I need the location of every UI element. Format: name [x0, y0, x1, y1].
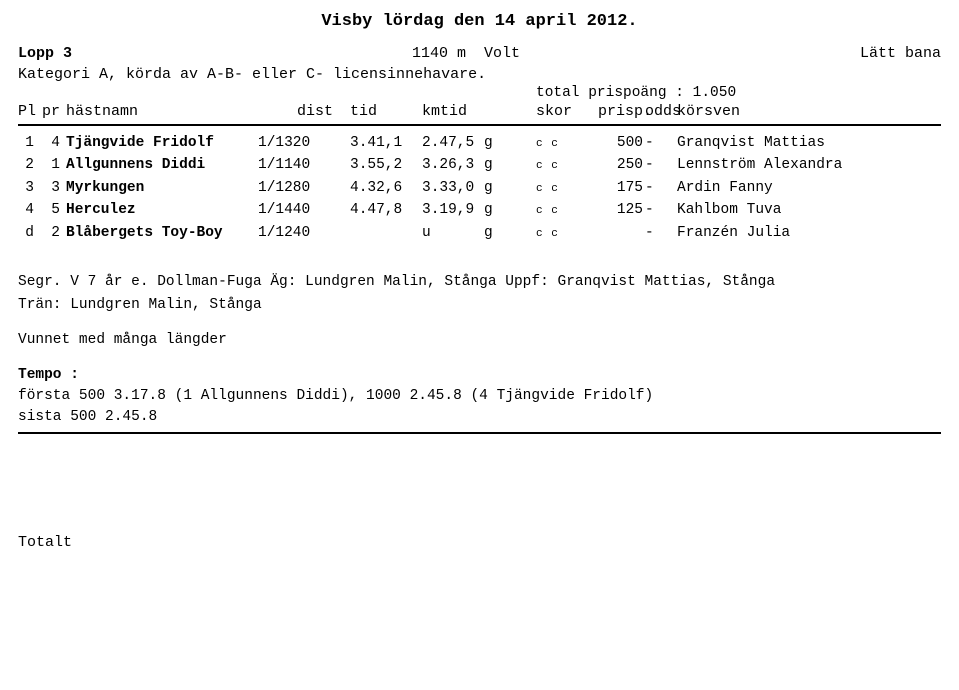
col-pl: Pl — [18, 103, 40, 120]
divider-bottom — [18, 432, 941, 434]
race-header: Lopp 3 1140 m Volt Lätt bana — [18, 45, 941, 62]
result-row: 14Tjängvide Fridolf1/13203.41,12.47,5gc … — [18, 132, 941, 154]
footer-block: Segr. V 7 år e. Dollman-Fuga Äg: Lundgre… — [18, 272, 941, 428]
horse-name: Myrkungen — [66, 177, 256, 199]
odds: - — [645, 154, 675, 176]
dist: 1/1280 — [258, 177, 348, 199]
col-skor: skor — [536, 103, 596, 120]
totalt-label: Totalt — [18, 534, 941, 551]
skor: c c — [536, 203, 596, 220]
result-row: 21Allgunnens Diddi1/11403.55,23.26,3gc c… — [18, 154, 941, 176]
track-condition: Lätt bana — [860, 45, 941, 62]
col-tid: tid — [350, 103, 420, 120]
total-prize-value: 1.050 — [693, 85, 737, 101]
col-hastnamn: hästnamn — [66, 103, 256, 120]
g-flag: g — [484, 199, 534, 221]
prisp: 175 — [598, 177, 643, 199]
odds: - — [645, 177, 675, 199]
pl: 4 — [18, 199, 40, 221]
result-row: 33Myrkungen1/12804.32,63.33,0gc c175-Ard… — [18, 177, 941, 199]
pr: 1 — [42, 154, 64, 176]
odds: - — [645, 132, 675, 154]
tid: 3.41,1 — [350, 132, 420, 154]
g-flag: g — [484, 132, 534, 154]
col-prisp: prisp. — [598, 103, 643, 120]
driver: Kahlbom Tuva — [677, 199, 941, 221]
page-title: Visby lördag den 14 april 2012. — [18, 12, 941, 31]
pr: 2 — [42, 222, 64, 244]
vunnet-line: Vunnet med många längder — [18, 330, 941, 351]
g-flag: g — [484, 177, 534, 199]
odds: - — [645, 222, 675, 244]
pl: 2 — [18, 154, 40, 176]
prisp: 500 — [598, 132, 643, 154]
tid: 4.47,8 — [350, 199, 420, 221]
result-row: d2Blåbergets Toy-Boy1/1240 ugc c -Franzén … — [18, 222, 941, 244]
distance-value: 1140 m — [412, 45, 466, 62]
lopp-label: Lopp 3 — [18, 45, 72, 62]
dist: 1/1240 — [258, 222, 348, 244]
dist: 1/1320 — [258, 132, 348, 154]
segr-line1: Segr. V 7 år e. Dollman-Fuga Äg: Lundgre… — [18, 272, 941, 293]
pr: 4 — [42, 132, 64, 154]
column-headers: Pl pr hästnamn dist tid kmtid skor prisp… — [18, 103, 941, 120]
driver: Granqvist Mattias — [677, 132, 941, 154]
start-type: Volt — [484, 45, 520, 62]
skor: c c — [536, 158, 596, 175]
dist: 1/1140 — [258, 154, 348, 176]
kmtid: 3.26,3 — [422, 154, 482, 176]
tempo-block: Tempo : — [18, 365, 941, 386]
skor: c c — [536, 136, 596, 153]
prisp: 250 — [598, 154, 643, 176]
total-prize-row: total prispoäng : 1.050 — [18, 85, 941, 101]
kmtid: 3.19,9 — [422, 199, 482, 221]
horse-name: Tjängvide Fridolf — [66, 132, 256, 154]
horse-name: Herculez — [66, 199, 256, 221]
tid: 4.32,6 — [350, 177, 420, 199]
total-prize: total prispoäng : 1.050 — [536, 85, 941, 101]
odds: - — [645, 199, 675, 221]
prisp: 125 — [598, 199, 643, 221]
skor: c c — [536, 181, 596, 198]
pr: 3 — [42, 177, 64, 199]
divider-top — [18, 124, 941, 126]
kmtid: 3.33,0 — [422, 177, 482, 199]
tid: 3.55,2 — [350, 154, 420, 176]
segr-line2: Trän: Lundgren Malin, Stånga — [18, 295, 941, 316]
driver: Ardin Fanny — [677, 177, 941, 199]
results-table: 14Tjängvide Fridolf1/13203.41,12.47,5gc … — [18, 132, 941, 244]
tempo-line2: sista 500 2.45.8 — [18, 407, 941, 428]
pl: 3 — [18, 177, 40, 199]
col-odds: odds — [645, 103, 675, 120]
pr: 5 — [42, 199, 64, 221]
dist: 1/1440 — [258, 199, 348, 221]
driver: Franzén Julia — [677, 222, 941, 244]
horse-name: Blåbergets Toy-Boy — [66, 222, 256, 244]
g-flag: g — [484, 222, 534, 244]
tempo-label: Tempo : — [18, 367, 79, 383]
col-dist: dist — [258, 103, 348, 120]
driver: Lennström Alexandra — [677, 154, 941, 176]
horse-name: Allgunnens Diddi — [66, 154, 256, 176]
kmtid: u — [422, 222, 482, 244]
pl: d — [18, 222, 40, 244]
col-korsven: körsven — [677, 103, 941, 120]
g-flag: g — [484, 154, 534, 176]
col-pr: pr — [42, 103, 64, 120]
tempo-line1: första 500 3.17.8 (1 Allgunnens Diddi), … — [18, 386, 941, 407]
skor: c c — [536, 226, 596, 243]
race-distance: 1140 m Volt — [412, 45, 520, 62]
result-row: 45Herculez1/14404.47,83.19,9gc c125-Kahl… — [18, 199, 941, 221]
kmtid: 2.47,5 — [422, 132, 482, 154]
col-kmtid: kmtid — [422, 103, 482, 120]
total-prize-label: total prispoäng : — [536, 85, 684, 101]
pl: 1 — [18, 132, 40, 154]
category-line: Kategori A, körda av A-B- eller C- licen… — [18, 66, 941, 83]
